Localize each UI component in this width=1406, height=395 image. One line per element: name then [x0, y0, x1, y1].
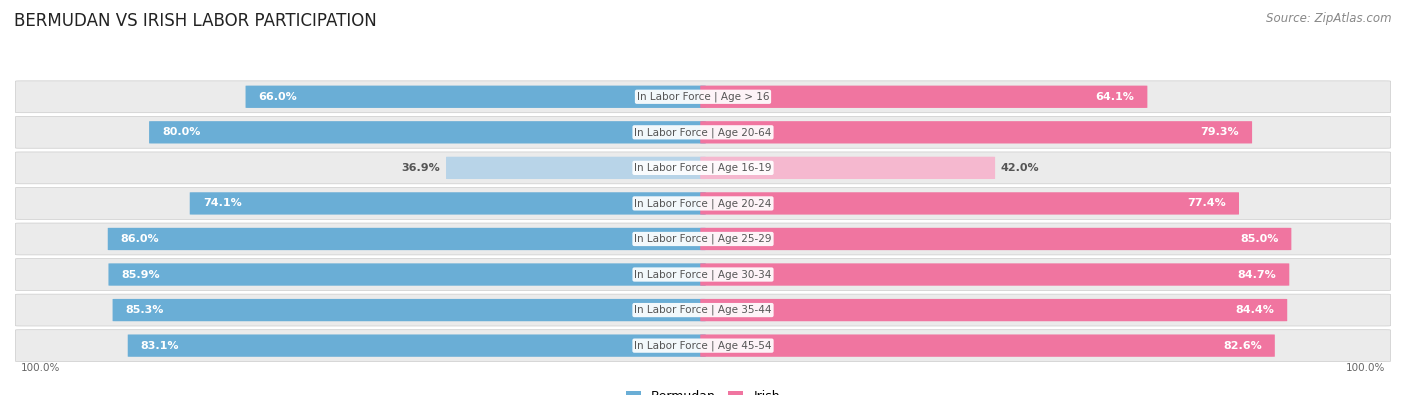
FancyBboxPatch shape [128, 335, 706, 357]
Text: 100.0%: 100.0% [1346, 363, 1385, 373]
Text: 84.7%: 84.7% [1237, 269, 1277, 280]
FancyBboxPatch shape [700, 157, 995, 179]
FancyBboxPatch shape [15, 259, 1391, 290]
FancyBboxPatch shape [700, 86, 1147, 108]
Text: 85.9%: 85.9% [121, 269, 160, 280]
Text: 74.1%: 74.1% [202, 198, 242, 209]
FancyBboxPatch shape [15, 117, 1391, 148]
FancyBboxPatch shape [15, 152, 1391, 184]
FancyBboxPatch shape [246, 86, 706, 108]
Text: Source: ZipAtlas.com: Source: ZipAtlas.com [1267, 12, 1392, 25]
Text: 80.0%: 80.0% [162, 127, 201, 137]
Text: 79.3%: 79.3% [1201, 127, 1239, 137]
Text: BERMUDAN VS IRISH LABOR PARTICIPATION: BERMUDAN VS IRISH LABOR PARTICIPATION [14, 12, 377, 30]
Text: 100.0%: 100.0% [21, 363, 60, 373]
Text: 42.0%: 42.0% [1001, 163, 1039, 173]
Text: 83.1%: 83.1% [141, 340, 180, 351]
Text: 36.9%: 36.9% [402, 163, 440, 173]
Text: In Labor Force | Age 16-19: In Labor Force | Age 16-19 [634, 163, 772, 173]
FancyBboxPatch shape [149, 121, 706, 143]
FancyBboxPatch shape [700, 335, 1275, 357]
FancyBboxPatch shape [700, 192, 1239, 214]
FancyBboxPatch shape [446, 157, 706, 179]
FancyBboxPatch shape [700, 228, 1291, 250]
Text: 77.4%: 77.4% [1187, 198, 1226, 209]
Text: 85.3%: 85.3% [125, 305, 165, 315]
FancyBboxPatch shape [108, 228, 706, 250]
Text: 82.6%: 82.6% [1223, 340, 1261, 351]
FancyBboxPatch shape [15, 223, 1391, 255]
Text: In Labor Force | Age 20-24: In Labor Force | Age 20-24 [634, 198, 772, 209]
Text: In Labor Force | Age 35-44: In Labor Force | Age 35-44 [634, 305, 772, 315]
Text: 84.4%: 84.4% [1236, 305, 1274, 315]
FancyBboxPatch shape [15, 294, 1391, 326]
Legend: Bermudan, Irish: Bermudan, Irish [621, 386, 785, 395]
Text: In Labor Force | Age 20-64: In Labor Force | Age 20-64 [634, 127, 772, 137]
Text: 66.0%: 66.0% [259, 92, 298, 102]
Text: 64.1%: 64.1% [1095, 92, 1135, 102]
FancyBboxPatch shape [190, 192, 706, 214]
FancyBboxPatch shape [15, 330, 1391, 361]
Text: In Labor Force | Age 30-34: In Labor Force | Age 30-34 [634, 269, 772, 280]
FancyBboxPatch shape [15, 188, 1391, 219]
FancyBboxPatch shape [15, 81, 1391, 113]
FancyBboxPatch shape [700, 299, 1288, 321]
Text: 85.0%: 85.0% [1240, 234, 1278, 244]
FancyBboxPatch shape [108, 263, 706, 286]
Text: In Labor Force | Age 25-29: In Labor Force | Age 25-29 [634, 234, 772, 244]
Text: In Labor Force | Age > 16: In Labor Force | Age > 16 [637, 92, 769, 102]
Text: In Labor Force | Age 45-54: In Labor Force | Age 45-54 [634, 340, 772, 351]
FancyBboxPatch shape [700, 121, 1253, 143]
FancyBboxPatch shape [700, 263, 1289, 286]
Text: 86.0%: 86.0% [121, 234, 159, 244]
FancyBboxPatch shape [112, 299, 706, 321]
